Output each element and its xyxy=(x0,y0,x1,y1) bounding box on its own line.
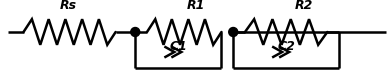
Text: C1: C1 xyxy=(169,40,187,53)
Text: R1: R1 xyxy=(187,0,205,12)
Text: C2: C2 xyxy=(277,40,295,53)
Text: R2: R2 xyxy=(295,0,313,12)
Circle shape xyxy=(229,28,238,36)
Text: Rs: Rs xyxy=(60,0,77,12)
Circle shape xyxy=(131,28,140,36)
